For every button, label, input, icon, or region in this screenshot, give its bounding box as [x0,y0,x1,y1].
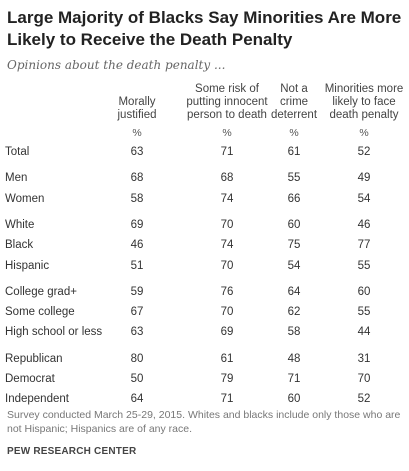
table-row: Total 63 71 61 52 [0,146,409,166]
cell-value: 68 [220,172,234,184]
cell-value: 49 [357,172,371,184]
cell-value: 58 [130,193,144,205]
column-header-4: Minorities more likely to face death penal… [309,83,409,122]
table-row: Independent 64 71 60 52 [0,393,409,413]
cell-value: 60 [287,219,301,231]
cell-value: 77 [357,239,371,251]
row-label: Women [5,193,45,205]
cell-value: 75 [287,239,301,251]
cell-value: 55 [287,172,301,184]
cell-value: 54 [357,193,371,205]
table-row: Women 58 74 66 54 [0,193,409,213]
cell-value: 66 [287,193,301,205]
table-row: Hispanic 51 70 54 55 [0,260,409,280]
source-label: PEW RESEARCH CENTER [7,446,137,457]
cell-value: 74 [220,239,234,251]
unit-label: % [359,127,369,139]
cell-value: 55 [357,260,371,272]
column-header-2: Some risk of putting innocent person to de… [172,83,282,122]
column-header-line: Minorities more [324,83,404,95]
cell-value: 79 [220,373,234,385]
row-label: Republican [5,353,63,365]
cell-value: 74 [220,193,234,205]
unit-label: % [289,127,299,139]
cell-value: 46 [357,219,371,231]
row-label: Black [5,239,34,251]
cell-value: 61 [287,146,301,158]
table-row: Black 46 74 75 77 [0,239,409,259]
cell-value: 60 [287,393,301,405]
cell-value: 70 [220,306,234,318]
cell-value: 70 [357,373,371,385]
row-label: Some college [5,306,75,318]
row-label: White [5,219,35,231]
row-label: Total [5,146,30,158]
cell-value: 52 [357,393,371,405]
cell-value: 58 [287,326,301,338]
cell-value: 71 [220,146,234,158]
row-label: Democrat [5,373,55,385]
column-header-line: Morally [118,96,156,108]
column-header-line: death penalty [329,109,399,121]
cell-value: 54 [287,260,301,272]
table-row: Some college 67 70 62 55 [0,306,409,326]
column-header-line: putting innocent [186,96,268,108]
chart-subtitle: Opinions about the death penalty ... [7,58,226,72]
column-header-line: Some risk of [195,83,259,95]
cell-value: 70 [220,260,234,272]
cell-value: 46 [130,239,144,251]
row-label: High school or less [5,326,103,338]
cell-value: 61 [220,353,234,365]
table-row: White 69 70 60 46 [0,219,409,239]
cell-value: 48 [287,353,301,365]
cell-value: 60 [357,286,371,298]
cell-value: 44 [357,326,371,338]
table-row: High school or less 63 69 58 44 [0,326,409,346]
cell-value: 76 [220,286,234,298]
unit-label: % [222,127,232,139]
column-header-line: deterrent [270,109,318,121]
unit-label: % [132,127,142,139]
cell-value: 69 [130,219,144,231]
chart-title: Large Majority of Blacks Say Minorities … [7,8,402,49]
table-row: College grad+ 59 76 64 60 [0,286,409,306]
column-header-line: justified [117,109,157,121]
cell-value: 68 [130,172,144,184]
column-header-line: Not a [280,83,308,95]
cell-value: 69 [220,326,234,338]
column-header-line: likely to face [332,96,396,108]
row-label: Men [5,172,28,184]
cell-value: 71 [287,373,301,385]
cell-value: 64 [287,286,301,298]
cell-value: 71 [220,393,234,405]
cell-value: 63 [130,326,144,338]
column-header-line: crime [279,96,309,108]
column-header-line: person to death [187,109,267,121]
row-label: College grad+ [5,286,77,298]
footnote: Survey conducted March 25-29, 2015. Whit… [7,409,401,435]
cell-value: 59 [130,286,144,298]
table-row: Republican 80 61 48 31 [0,353,409,373]
row-label: Independent [5,393,69,405]
cell-value: 31 [357,353,371,365]
cell-value: 63 [130,146,144,158]
cell-value: 50 [130,373,144,385]
cell-value: 62 [287,306,301,318]
table-row: Men 68 68 55 49 [0,172,409,192]
cell-value: 64 [130,393,144,405]
cell-value: 52 [357,146,371,158]
column-header-1: Morally justified [82,96,192,122]
cell-value: 80 [130,353,144,365]
cell-value: 55 [357,306,371,318]
table-row: Democrat 50 79 71 70 [0,373,409,393]
cell-value: 70 [220,219,234,231]
cell-value: 51 [130,260,144,272]
row-label: Hispanic [5,260,50,272]
cell-value: 67 [130,306,144,318]
column-header-3: Not a crime deterrent [239,83,349,122]
